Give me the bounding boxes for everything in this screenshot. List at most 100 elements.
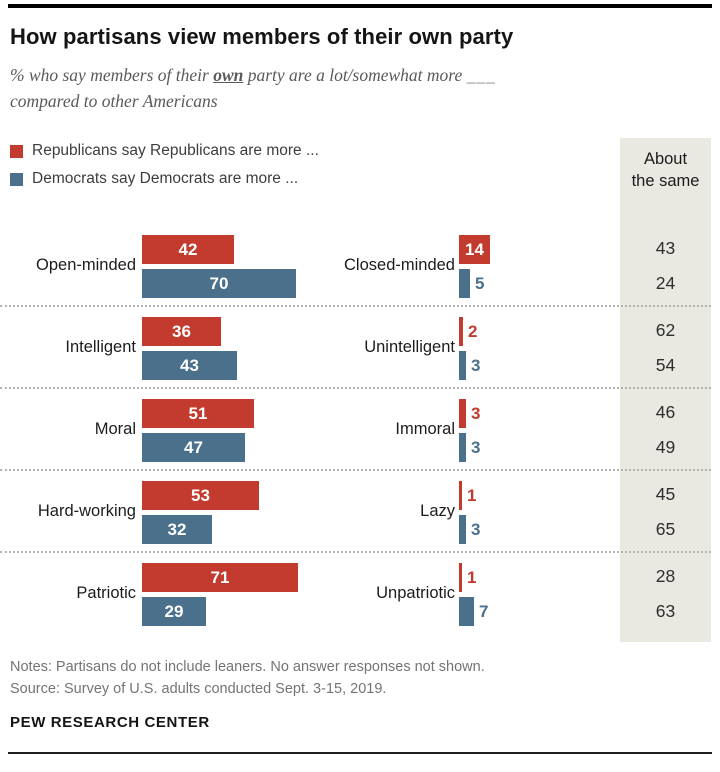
democrat-negative-bar — [459, 433, 466, 462]
about-same-republican-value: 43 — [655, 238, 676, 258]
democrat-positive-bar: 29 — [142, 597, 206, 626]
democrat-positive-bar: 70 — [142, 269, 296, 298]
republican-positive-bar: 51 — [142, 399, 254, 428]
republican-swatch-icon — [10, 144, 23, 158]
notes-block: Notes: Partisans do not include leaners.… — [10, 656, 700, 700]
bar-line: 1 — [459, 481, 480, 510]
about-same-republican-value: 46 — [655, 402, 676, 422]
subtitle-emphasis: own — [213, 65, 244, 85]
positive-trait-label: Patriotic — [76, 584, 136, 602]
about-the-same-header: About the same — [620, 148, 711, 192]
chart-title: How partisans view members of their own … — [10, 24, 514, 49]
negative-trait-label: Lazy — [420, 502, 455, 520]
bar-value: 14 — [465, 239, 484, 259]
about-same-democrat-value: 24 — [655, 273, 676, 293]
negative-trait-label: Immoral — [395, 420, 455, 438]
positive-trait-label: Open-minded — [36, 256, 136, 274]
positive-bars: 36 43 — [142, 317, 242, 385]
positive-bars: 51 47 — [142, 399, 259, 467]
bar-value-outside: 5 — [475, 273, 485, 293]
negative-bars: 1 7 — [459, 563, 488, 631]
democrat-positive-bar: 43 — [142, 351, 237, 380]
republican-negative-bar — [459, 481, 462, 510]
positive-bars: 53 32 — [142, 481, 264, 549]
bar-line: 51 — [142, 399, 259, 428]
bar-line: 53 — [142, 481, 264, 510]
bar-line: 2 — [459, 317, 480, 346]
republican-negative-bar — [459, 399, 466, 428]
bar-value: 32 — [167, 519, 187, 539]
bar-value-outside: 3 — [471, 437, 481, 457]
positive-bars: 71 29 — [142, 563, 303, 631]
bar-line: 3 — [459, 515, 480, 544]
about-same-republican-value: 28 — [655, 566, 676, 586]
subtitle-line2: compared to other Americans — [10, 91, 218, 111]
democrat-negative-bar — [459, 351, 466, 380]
bar-line: 71 — [142, 563, 303, 592]
positive-trait-label: Hard-working — [37, 502, 136, 520]
trait-row-moral: Moral 51 47 Immoral 3 3 — [0, 389, 711, 471]
republican-positive-bar: 42 — [142, 235, 234, 264]
bar-value-outside: 2 — [468, 321, 478, 341]
trait-row-patriotic: Patriotic 71 29 Unpatriotic 1 — [0, 553, 711, 635]
bar-line: 29 — [142, 597, 303, 626]
republican-positive-bar: 36 — [142, 317, 221, 346]
democrat-positive-bar: 32 — [142, 515, 212, 544]
democrat-negative-bar — [459, 597, 474, 626]
bar-value: 47 — [184, 437, 203, 457]
about-same-republican-value: 45 — [655, 484, 676, 504]
negative-bars: 3 3 — [459, 399, 480, 467]
notes-text: Notes: Partisans do not include leaners.… — [10, 659, 485, 675]
bar-line: 47 — [142, 433, 259, 462]
about-the-same-panel — [620, 138, 711, 642]
democrat-swatch-icon — [10, 172, 23, 186]
about-same-democrat-value: 65 — [655, 519, 676, 539]
legend-item-democrats: Democrats say Democrats are more ... — [10, 170, 319, 188]
bar-line: 3 — [459, 399, 480, 428]
democrat-negative-bar — [459, 269, 470, 298]
negative-bars: 1 3 — [459, 481, 480, 549]
republican-negative-bar — [459, 563, 462, 592]
bar-line: 14 — [459, 235, 495, 264]
bar-line: 7 — [459, 597, 488, 626]
bar-value: 29 — [164, 601, 184, 621]
bar-value-outside: 1 — [467, 485, 477, 505]
bar-line: 32 — [142, 515, 264, 544]
democrat-positive-bar: 47 — [142, 433, 245, 462]
democrat-negative-bar — [459, 515, 466, 544]
bar-value-outside: 1 — [467, 567, 477, 587]
bar-value: 53 — [191, 485, 210, 505]
bar-line: 42 — [142, 235, 301, 264]
bottom-rule — [8, 752, 712, 754]
subtitle-text: % who say members of their — [10, 65, 214, 85]
bar-line: 3 — [459, 351, 480, 380]
bar-value: 70 — [209, 273, 229, 293]
trait-row-hard-working: Hard-working 53 32 Lazy 1 — [0, 471, 711, 553]
republican-positive-bar: 53 — [142, 481, 259, 510]
positive-trait-label: Moral — [94, 420, 136, 438]
bar-line: 43 — [142, 351, 242, 380]
positive-trait-label: Intelligent — [65, 338, 136, 356]
about-same-democrat-value: 54 — [655, 355, 676, 375]
negative-trait-label: Closed-minded — [344, 256, 455, 274]
subtitle-text-mid: party are a lot/somewhat more — [243, 65, 467, 85]
bar-value-outside: 3 — [471, 519, 481, 539]
chart-rows: Open-minded 42 70 Closed-minded 14 — [0, 225, 711, 635]
about-same-democrat-value: 63 — [655, 601, 676, 621]
top-rule — [8, 4, 712, 8]
bar-line: 5 — [459, 269, 495, 298]
chart-subtitle: % who say members of their own party are… — [10, 62, 690, 114]
negative-bars: 14 5 — [459, 235, 495, 303]
bar-value: 51 — [188, 403, 208, 423]
about-same-democrat-value: 49 — [655, 437, 676, 457]
bar-line: 1 — [459, 563, 488, 592]
trait-row-intelligent: Intelligent 36 43 Unintelligent 2 — [0, 307, 711, 389]
legend-item-republicans: Republicans say Republicans are more ... — [10, 142, 319, 160]
republican-negative-bar: 14 — [459, 235, 490, 264]
legend-label-republicans: Republicans say Republicans are more ... — [32, 142, 319, 159]
bar-value: 43 — [180, 355, 199, 375]
positive-bars: 42 70 — [142, 235, 301, 303]
legend: Republicans say Republicans are more ...… — [10, 142, 319, 198]
pew-research-center-brand: PEW RESEARCH CENTER — [10, 714, 210, 731]
bar-value-outside: 3 — [471, 403, 481, 423]
